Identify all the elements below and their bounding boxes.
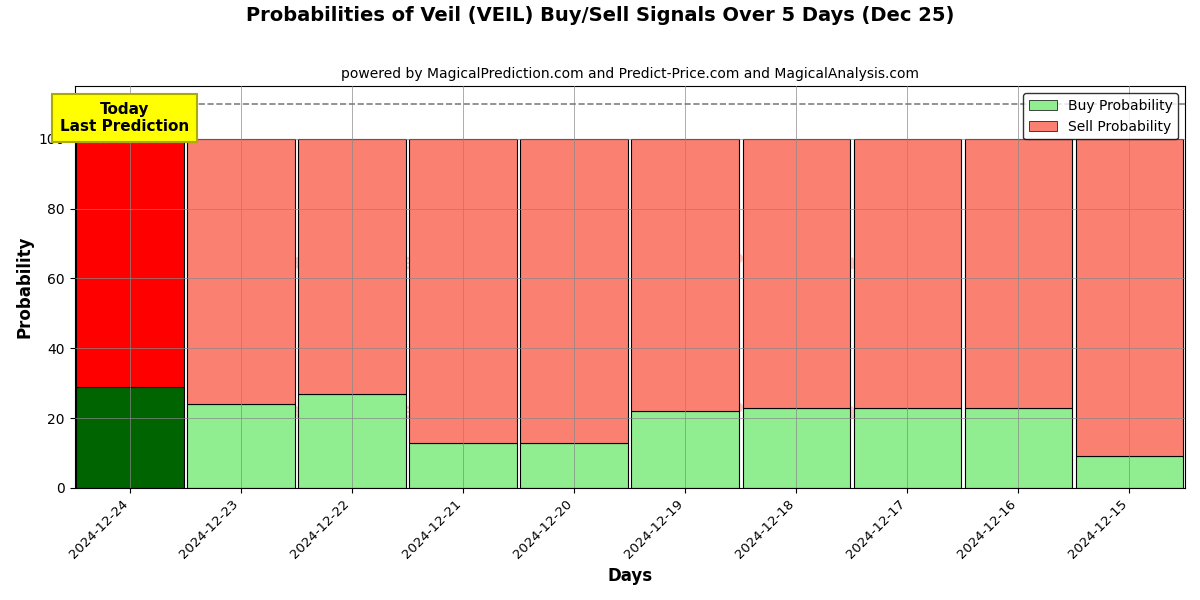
Bar (299, 139, 406, 394)
Bar (299, 394, 406, 488)
Bar (743, 407, 851, 488)
Text: Probabilities of Veil (VEIL) Buy/Sell Signals Over 5 Days (Dec 25): Probabilities of Veil (VEIL) Buy/Sell Si… (246, 6, 954, 25)
Legend: Buy Probability, Sell Probability: Buy Probability, Sell Probability (1024, 93, 1178, 139)
Bar (409, 443, 517, 488)
Bar (1075, 139, 1183, 457)
Bar (409, 139, 517, 443)
Text: MagicalPrediction.com: MagicalPrediction.com (631, 253, 917, 273)
Bar (631, 411, 739, 488)
Text: Today
Last Prediction: Today Last Prediction (60, 102, 190, 134)
Bar (77, 139, 184, 386)
Bar (1075, 457, 1183, 488)
Bar (631, 139, 739, 411)
Bar (77, 386, 184, 488)
Bar (965, 407, 1073, 488)
Bar (521, 443, 628, 488)
X-axis label: Days: Days (607, 567, 653, 585)
Title: powered by MagicalPrediction.com and Predict-Price.com and MagicalAnalysis.com: powered by MagicalPrediction.com and Pre… (341, 67, 919, 81)
Bar (187, 139, 295, 404)
Text: MagicalPrediction.com: MagicalPrediction.com (631, 401, 917, 422)
Bar (853, 139, 961, 407)
Bar (743, 139, 851, 407)
Bar (853, 407, 961, 488)
Y-axis label: Probability: Probability (16, 236, 34, 338)
Bar (521, 139, 628, 443)
Text: calAnalysis.com: calAnalysis.com (274, 401, 475, 422)
Bar (187, 404, 295, 488)
Text: calAnalysis.com: calAnalysis.com (274, 253, 475, 273)
Bar (965, 139, 1073, 407)
